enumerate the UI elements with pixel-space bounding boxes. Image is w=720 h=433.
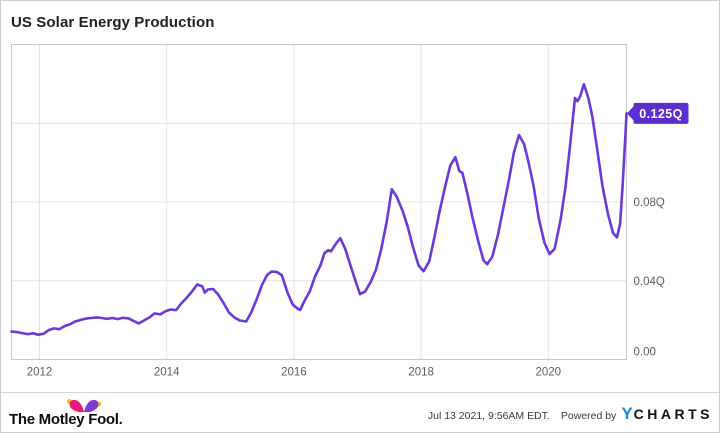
y-axis-tick-label: 0.00 [634,347,656,359]
x-axis-tick-label: 2016 [281,367,307,379]
footer: The Motley Fool. Jul 13 2021, 9:56AM EDT… [1,393,719,432]
x-axis-tick-label: 2018 [408,367,434,379]
footer-divider [1,392,719,393]
solar-production-line [10,83,628,337]
motley-fool-logo: The Motley Fool. [9,395,123,431]
callout-arrow [627,105,635,122]
chart-title: US Solar Energy Production [11,14,215,31]
callout-label: 0.125Q [639,107,682,121]
x-axis-tick-label: 2012 [27,367,53,379]
ycharts-logo-y: Y [621,404,633,423]
x-axis-tick-label: 2014 [154,367,180,379]
x-axis-tick-label: 2020 [536,367,562,379]
y-axis-tick-label: 0.08Q [634,197,665,209]
jester-hat-icon [66,399,102,413]
footer-meta: Jul 13 2021, 9:56AM EDT. Powered by Y CH… [428,404,713,424]
y-axis-tick-label: 0.04Q [634,276,665,288]
callout-box [633,102,689,124]
line-chart: 2012 2014 2016 2018 2020 0.00 0.04Q 0.08Q 0.125Q [10,44,689,379]
timestamp: Jul 13 2021, 9:56AM EDT. [427,410,550,422]
powered-by-label: Powered by [560,410,617,422]
ycharts-logo-charts: CHARTS [633,406,713,422]
motley-fool-wordmark: The Motley Fool. [9,411,123,428]
plot-border [11,44,627,360]
